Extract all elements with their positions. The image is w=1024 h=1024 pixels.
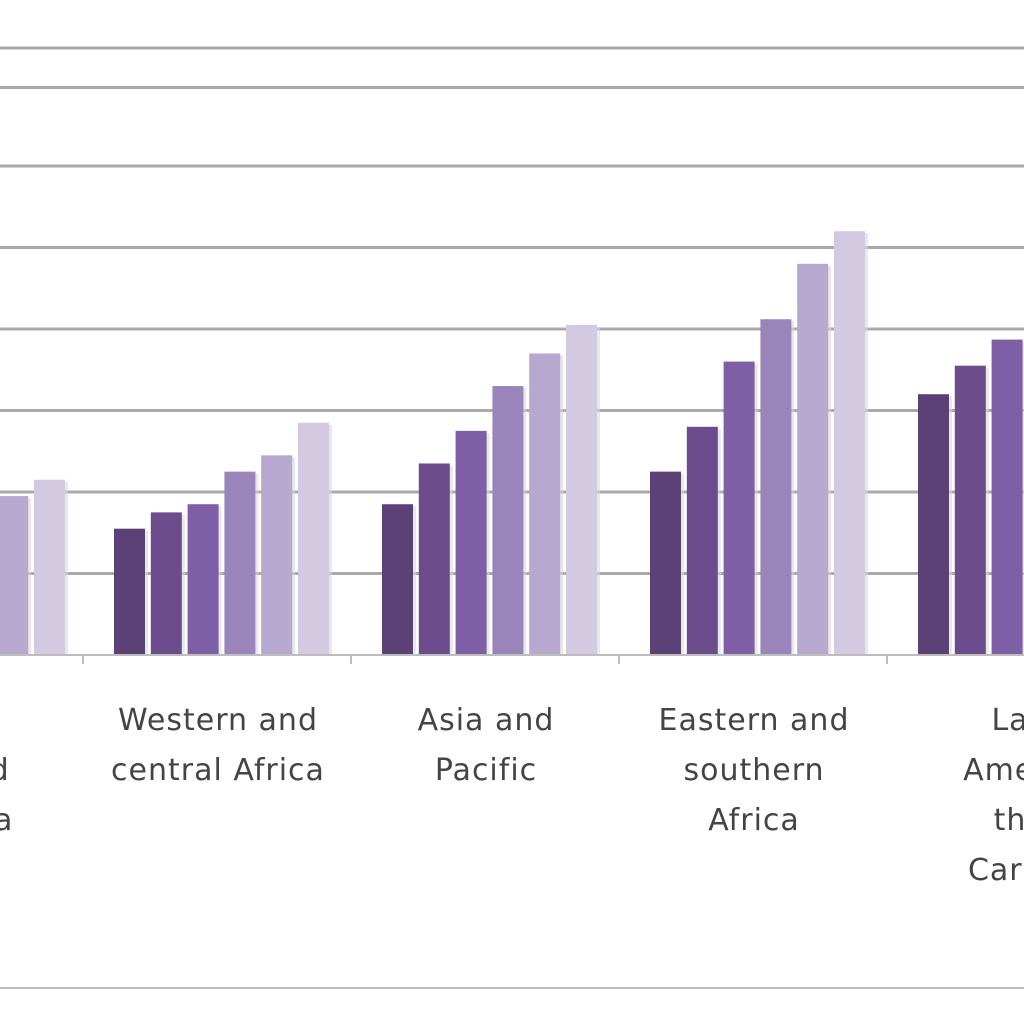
category-label-line: th — [994, 803, 1024, 838]
bar — [650, 471, 681, 655]
bar — [686, 426, 718, 655]
category-label-line: La — [991, 703, 1024, 738]
category-label-line: Carib — [968, 853, 1024, 888]
bar — [261, 455, 293, 655]
category-label: nandAsia — [0, 703, 13, 838]
bar — [0, 496, 29, 655]
bar — [566, 324, 597, 655]
category-label-line: Pacific — [435, 753, 537, 788]
bar — [991, 339, 1023, 655]
category-label-line: Eastern and — [659, 703, 850, 738]
bar — [455, 430, 487, 655]
category-label-line: Africa — [708, 803, 800, 838]
category-label-line: central Africa — [111, 753, 325, 788]
category-label: Eastern and southern Africa — [659, 703, 850, 838]
bar — [529, 353, 561, 655]
bar — [298, 422, 329, 655]
category-label-line: Asia and — [418, 703, 555, 738]
bar — [954, 365, 986, 655]
x-axis — [0, 654, 1024, 664]
bar — [224, 471, 256, 655]
bar — [150, 512, 182, 655]
bar — [114, 528, 145, 655]
category-label-line: and — [0, 753, 10, 788]
bar — [418, 463, 450, 655]
bar — [492, 386, 524, 655]
bar — [382, 504, 413, 655]
category-label: La Ameri th Carib — [963, 703, 1024, 888]
category-label-line: Ameri — [963, 753, 1024, 788]
bar — [797, 263, 829, 655]
bar — [723, 361, 755, 655]
category-label-line: Asia — [0, 803, 13, 838]
category-label-line: Western and — [118, 703, 318, 738]
category-label: Western and central Africa — [111, 703, 325, 788]
category-label: Asia and Pacific — [418, 703, 555, 788]
bar — [834, 231, 865, 655]
bar — [187, 504, 219, 655]
bars — [0, 231, 1024, 655]
bar — [760, 319, 792, 655]
bar — [34, 479, 65, 655]
bar — [918, 394, 949, 655]
category-label-line: southern — [683, 753, 824, 788]
